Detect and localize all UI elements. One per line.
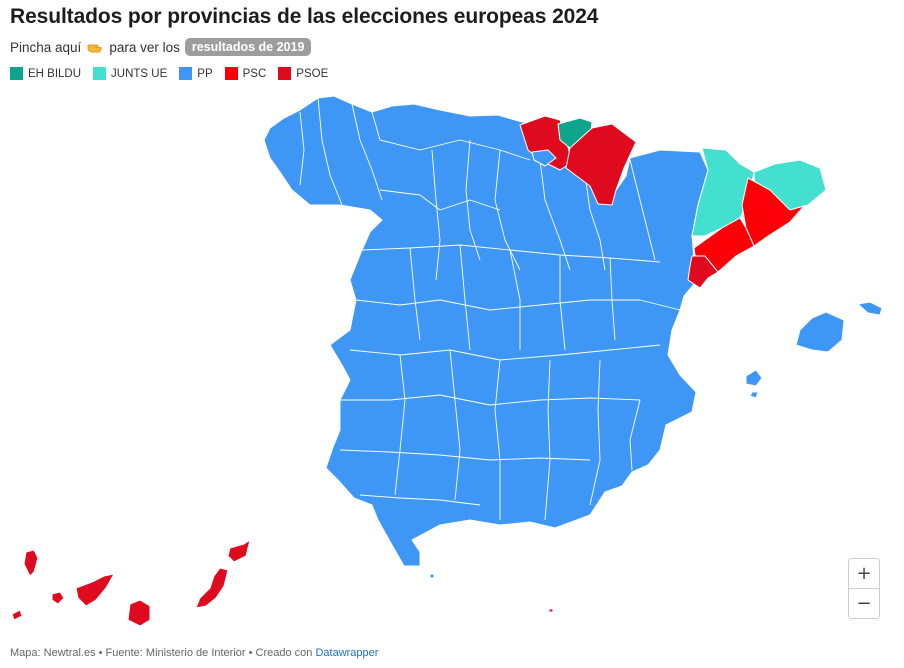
spain-provinces-map[interactable] <box>0 90 904 642</box>
subtitle-suffix: para ver los <box>109 39 180 55</box>
legend: EH BILDU JUNTS UE PP PSC PSOE <box>10 67 328 80</box>
region-psc-barcelona[interactable] <box>741 177 805 247</box>
region-psoe-tenerife[interactable] <box>75 573 115 607</box>
subtitle-prefix: Pincha aquí <box>10 39 82 55</box>
region-psoe-lanzarote[interactable] <box>227 539 251 563</box>
region-pp-mallorca[interactable] <box>795 311 845 353</box>
region-psoe-fuerteventura[interactable] <box>195 567 229 609</box>
legend-label: PSC <box>242 67 267 80</box>
zoom-in-button[interactable]: + <box>856 563 872 584</box>
legend-label: PSOE <box>296 67 329 80</box>
legend-item-eh-bildu: EH BILDU <box>10 67 81 80</box>
legend-item-psoe: PSOE <box>278 67 328 80</box>
legend-swatch <box>93 67 107 80</box>
subtitle: Pincha aquí para ver los resultados de 2… <box>10 38 312 56</box>
legend-swatch <box>278 67 292 80</box>
region-psoe-el-hierro[interactable] <box>11 609 23 621</box>
region-psoe-castellon[interactable] <box>687 255 719 289</box>
pointing-hand-icon <box>87 44 103 53</box>
region-psoe-navarra[interactable] <box>565 123 637 206</box>
region-pp-menorca[interactable] <box>857 301 883 316</box>
legend-swatch <box>179 67 193 80</box>
province-borders <box>299 97 681 521</box>
region-pp-ceuta[interactable] <box>429 573 435 579</box>
region-psoe-melilla[interactable] <box>548 608 554 613</box>
region-pp-formentera[interactable] <box>749 391 759 399</box>
region-pp-mainland[interactable] <box>263 95 709 567</box>
region-pp-ibiza[interactable] <box>745 369 763 387</box>
region-pp-araba-enclave[interactable] <box>531 149 557 167</box>
legend-item-junts-ue: JUNTS UE <box>93 67 167 80</box>
legend-label: EH BILDU <box>28 67 82 80</box>
footer-text: Mapa: Newtral.es • Fuente: Ministerio de… <box>10 647 313 659</box>
region-psoe-la-palma[interactable] <box>23 549 39 577</box>
legend-label: PP <box>197 67 213 80</box>
results-2019-link[interactable]: resultados de 2019 <box>184 38 312 56</box>
zoom-controls: + − <box>848 558 880 619</box>
legend-item-pp: PP <box>179 67 213 80</box>
region-psoe-la-gomera[interactable] <box>51 591 65 605</box>
legend-label: JUNTS UE <box>111 67 168 80</box>
zoom-out-button[interactable]: − <box>849 588 879 618</box>
datawrapper-link[interactable]: Datawrapper <box>315 647 379 659</box>
legend-item-psc: PSC <box>224 67 267 80</box>
legend-swatch <box>224 67 238 80</box>
footer-credits: Mapa: Newtral.es • Fuente: Ministerio de… <box>10 647 378 659</box>
region-psoe-gran-canaria[interactable] <box>127 599 151 627</box>
chart-title: Resultados por provincias de las eleccio… <box>10 5 599 28</box>
legend-swatch <box>10 67 23 80</box>
